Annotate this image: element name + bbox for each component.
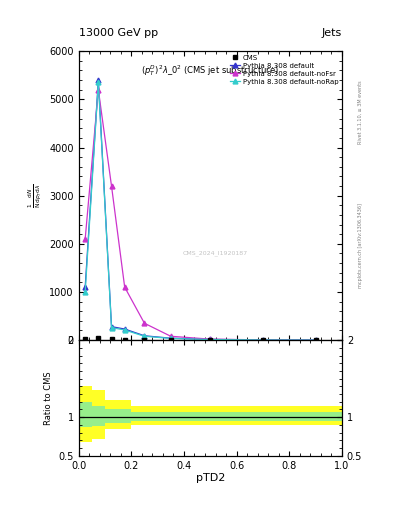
CMS: [96, 335, 101, 342]
Pythia 8.308 default-noFsr: [83, 236, 88, 242]
Pythia 8.308 default-noRap: [142, 333, 147, 339]
X-axis label: pTD2: pTD2: [196, 473, 225, 483]
Pythia 8.308 default: [109, 324, 114, 330]
Pythia 8.308 default-noFsr: [313, 337, 318, 343]
CMS: [83, 335, 88, 342]
CMS: [122, 336, 127, 343]
Legend: CMS, Pythia 8.308 default, Pythia 8.308 default-noFsr, Pythia 8.308 default-noRa: CMS, Pythia 8.308 default, Pythia 8.308 …: [228, 53, 340, 87]
Y-axis label: Ratio to CMS: Ratio to CMS: [44, 371, 53, 425]
Pythia 8.308 default: [83, 284, 88, 290]
Pythia 8.308 default: [168, 335, 173, 342]
Pythia 8.308 default-noRap: [313, 337, 318, 343]
CMS: [168, 337, 173, 343]
Line: CMS: CMS: [83, 336, 318, 342]
Pythia 8.308 default: [122, 326, 127, 332]
Pythia 8.308 default: [208, 336, 213, 343]
Line: Pythia 8.308 default-noRap: Pythia 8.308 default-noRap: [83, 80, 318, 343]
Pythia 8.308 default-noFsr: [168, 333, 173, 339]
Pythia 8.308 default: [96, 77, 101, 83]
Pythia 8.308 default-noRap: [109, 325, 114, 331]
Line: Pythia 8.308 default: Pythia 8.308 default: [83, 78, 318, 343]
Text: CMS_2024_I1920187: CMS_2024_I1920187: [183, 250, 248, 257]
Text: $(p_T^D)^2\lambda\_0^2$ (CMS jet substructure): $(p_T^D)^2\lambda\_0^2$ (CMS jet substru…: [141, 63, 279, 78]
Pythia 8.308 default: [142, 333, 147, 339]
Pythia 8.308 default-noFsr: [208, 336, 213, 342]
Pythia 8.308 default-noRap: [122, 327, 127, 333]
Pythia 8.308 default: [313, 337, 318, 343]
CMS: [313, 337, 318, 343]
Pythia 8.308 default-noRap: [208, 336, 213, 343]
Pythia 8.308 default-noFsr: [109, 183, 114, 189]
Pythia 8.308 default-noRap: [83, 289, 88, 295]
Pythia 8.308 default-noRap: [168, 335, 173, 342]
Line: Pythia 8.308 default-noFsr: Pythia 8.308 default-noFsr: [83, 87, 318, 343]
CMS: [208, 337, 213, 343]
Text: mcplots.cern.ch [arXiv:1306.3436]: mcplots.cern.ch [arXiv:1306.3436]: [358, 203, 363, 288]
Pythia 8.308 default-noFsr: [96, 87, 101, 93]
Pythia 8.308 default-noFsr: [261, 337, 265, 343]
CMS: [142, 337, 147, 343]
Pythia 8.308 default: [261, 337, 265, 343]
CMS: [261, 337, 265, 343]
CMS: [109, 336, 114, 342]
Text: Jets: Jets: [321, 28, 342, 38]
Pythia 8.308 default-noFsr: [122, 284, 127, 290]
Y-axis label: $\frac{1}{\mathrm{N}}\frac{\mathrm{d}N}{\mathrm{d}p_T\mathrm{d}\lambda}$: $\frac{1}{\mathrm{N}}\frac{\mathrm{d}N}{…: [26, 183, 44, 208]
Pythia 8.308 default-noRap: [261, 337, 265, 343]
Text: 13000 GeV pp: 13000 GeV pp: [79, 28, 158, 38]
Text: Rivet 3.1.10, ≥ 3M events: Rivet 3.1.10, ≥ 3M events: [358, 81, 363, 144]
Pythia 8.308 default-noFsr: [142, 320, 147, 326]
Pythia 8.308 default-noRap: [96, 79, 101, 86]
